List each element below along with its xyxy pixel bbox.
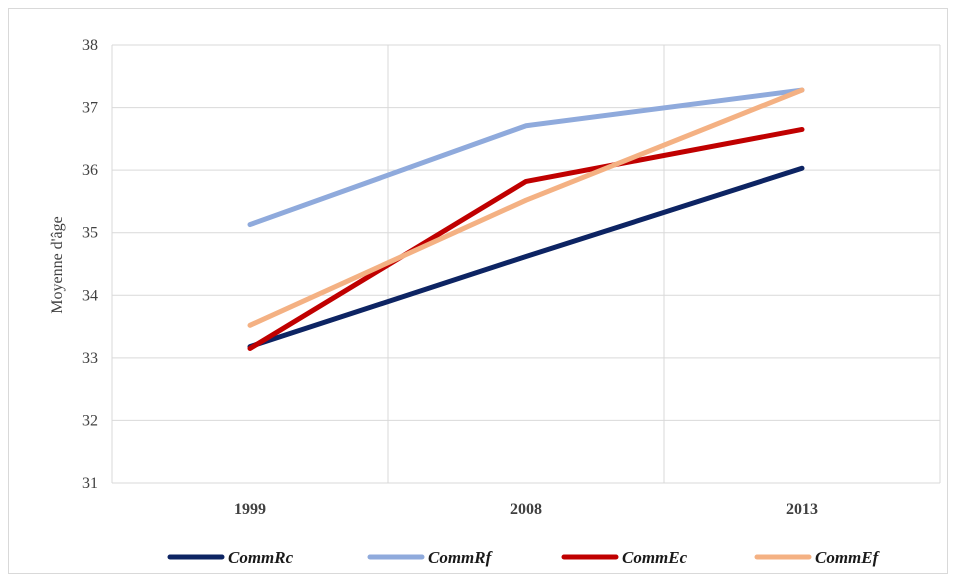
- series-line-CommRc: [247, 165, 805, 350]
- legend-label: CommRf: [428, 548, 494, 567]
- series-line-CommEc: [247, 126, 805, 351]
- x-tick-label: 1999: [234, 501, 266, 518]
- legend-label: CommRc: [228, 548, 294, 567]
- y-tick-label: 34: [82, 287, 98, 304]
- legend-label: CommEf: [815, 548, 881, 567]
- y-tick-label: 38: [82, 37, 98, 54]
- y-tick-label: 33: [82, 350, 98, 367]
- x-tick-label: 2013: [786, 501, 818, 518]
- y-tick-label: 31: [82, 475, 98, 492]
- x-tick-label: 2008: [510, 501, 542, 518]
- y-axis-label: Moyenne d'âge: [49, 216, 66, 314]
- chart-frame: [8, 8, 948, 574]
- y-tick-label: 32: [82, 412, 98, 429]
- y-tick-label: 36: [82, 162, 98, 179]
- y-tick-label: 37: [82, 100, 98, 117]
- legend-label: CommEc: [622, 548, 688, 567]
- series-line-CommRf: [247, 87, 805, 228]
- series-line-CommEf: [247, 87, 805, 328]
- y-tick-label: 35: [82, 225, 98, 242]
